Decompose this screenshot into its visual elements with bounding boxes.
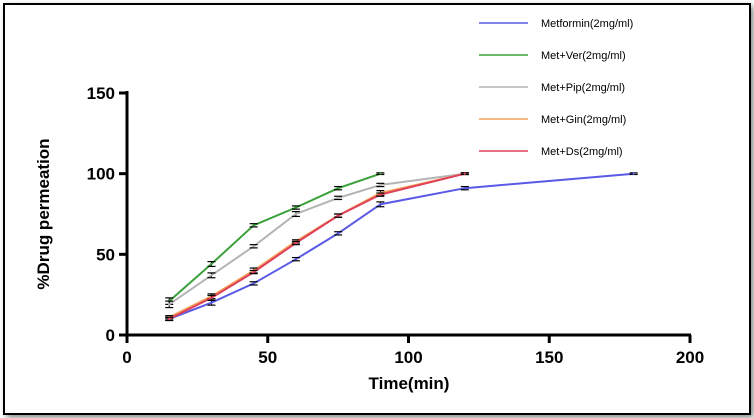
axes: 0 50 100 150 0 50 100 150 200 <box>87 84 705 367</box>
x-tick-label: 0 <box>122 348 131 367</box>
data-point <box>632 172 635 175</box>
series-3 <box>165 172 469 309</box>
data-point <box>294 206 298 209</box>
data-point <box>294 257 298 261</box>
data-point <box>252 245 255 248</box>
legend-label: Met+Ver(2mg/ml) <box>541 50 626 62</box>
series-1 <box>165 172 638 322</box>
data-point <box>252 270 255 274</box>
data-point <box>336 196 340 200</box>
data-point <box>379 193 382 196</box>
series-5 <box>165 172 469 322</box>
y-tick-label: 100 <box>87 165 115 184</box>
data-point <box>252 224 255 227</box>
data-point <box>379 172 382 175</box>
data-point <box>168 317 171 321</box>
data-point <box>336 214 340 217</box>
plot-area <box>165 172 638 322</box>
series-line <box>168 172 634 320</box>
data-point <box>210 301 213 304</box>
x-tick-label: 100 <box>394 348 422 367</box>
series-2 <box>165 172 385 305</box>
data-point <box>210 296 213 300</box>
data-point <box>210 274 213 277</box>
data-point <box>463 172 466 175</box>
series-line <box>168 172 465 306</box>
legend-label: Metformin(2mg/ml) <box>541 18 633 30</box>
data-point <box>379 203 382 206</box>
y-axis-title: %Drug permeation <box>34 138 53 289</box>
legend-label: Met+Gin(2mg/ml) <box>541 114 626 126</box>
data-point <box>252 282 255 285</box>
legend: Metformin(2mg/ml) Met+Ver(2mg/ml) Met+Pip(… <box>479 18 633 158</box>
y-tick-label: 150 <box>87 84 115 103</box>
data-point <box>294 241 298 245</box>
y-tick-label: 50 <box>96 245 115 264</box>
data-point <box>294 212 298 216</box>
data-point <box>336 232 340 235</box>
x-axis-title: Time(min) <box>369 374 450 393</box>
data-point <box>379 183 382 187</box>
x-tick-label: 150 <box>535 348 563 367</box>
data-point <box>336 186 340 190</box>
x-tick-label: 50 <box>258 348 277 367</box>
legend-label: Met+Ds(2mg/ml) <box>541 146 623 158</box>
data-point <box>463 186 466 190</box>
x-tick-label: 200 <box>676 348 704 367</box>
series-line <box>168 172 381 302</box>
data-point <box>210 262 213 266</box>
y-tick-label: 0 <box>106 326 115 345</box>
data-point <box>168 303 171 306</box>
legend-label: Met+Pip(2mg/ml) <box>541 82 625 94</box>
